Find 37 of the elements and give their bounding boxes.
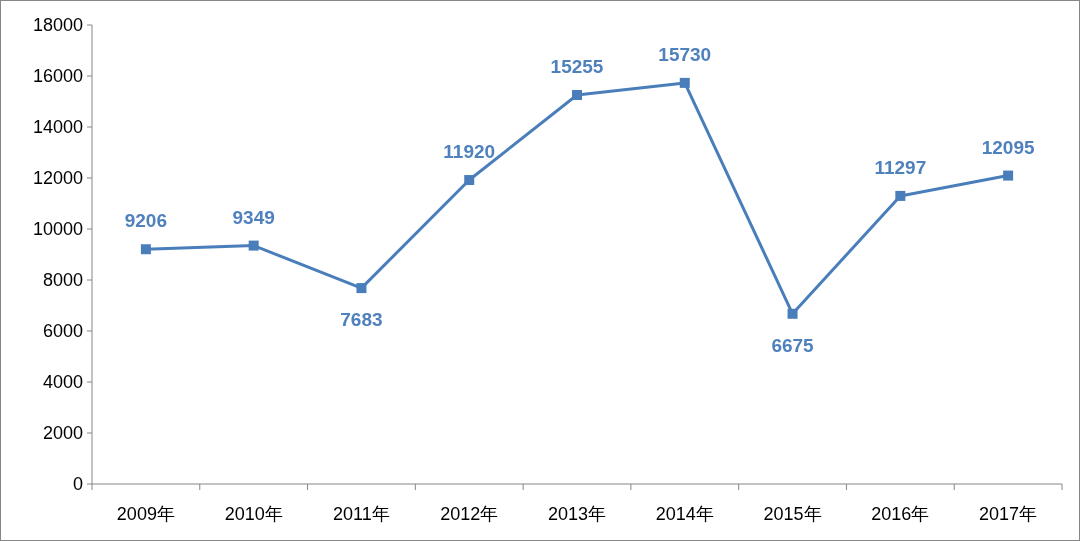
- data-label: 12095: [981, 136, 1035, 158]
- x-tick-label: 2011年: [333, 504, 390, 524]
- point: [679, 77, 690, 88]
- data-label: 7683: [340, 309, 383, 331]
- point: [895, 190, 906, 201]
- point: [464, 175, 475, 186]
- point: [248, 240, 259, 251]
- x-tick-label: 2009年: [116, 504, 175, 524]
- data-label: 9349: [232, 206, 275, 228]
- point: [1003, 170, 1014, 181]
- data-label: 9206: [124, 210, 168, 232]
- point: [140, 244, 151, 255]
- y-tick-label: 14000: [32, 117, 83, 137]
- x-tick-label: 2012年: [440, 504, 499, 524]
- point: [572, 90, 582, 100]
- point: [787, 308, 798, 319]
- y-tick-label: 0: [72, 474, 83, 494]
- x-tick-label: 2013年: [547, 504, 607, 524]
- y-tick-label: 8000: [42, 270, 83, 290]
- data-label: 6675: [771, 334, 815, 356]
- point: [356, 283, 367, 294]
- x-tick-label: 2017年: [979, 504, 1038, 524]
- y-tick-label: 2000: [42, 423, 83, 443]
- x-tick-label: 2014年: [655, 504, 714, 524]
- data-label: 15255: [550, 56, 604, 77]
- data-label: 11920: [443, 141, 496, 163]
- y-tick-label: 4000: [42, 372, 83, 392]
- x-tick-label: 2016年: [871, 504, 930, 524]
- y-tick-label: 16000: [32, 66, 83, 86]
- data-label: 15730: [658, 43, 712, 65]
- x-tick-label: 2015年: [763, 504, 822, 524]
- data-label: 11297: [874, 156, 927, 178]
- y-tick-label: 6000: [42, 321, 83, 341]
- x-tick-label: 2010年: [224, 504, 283, 524]
- y-tick-label: 12000: [32, 168, 83, 188]
- y-tick-label: 10000: [32, 219, 83, 239]
- y-tick-label: 18000: [32, 15, 83, 35]
